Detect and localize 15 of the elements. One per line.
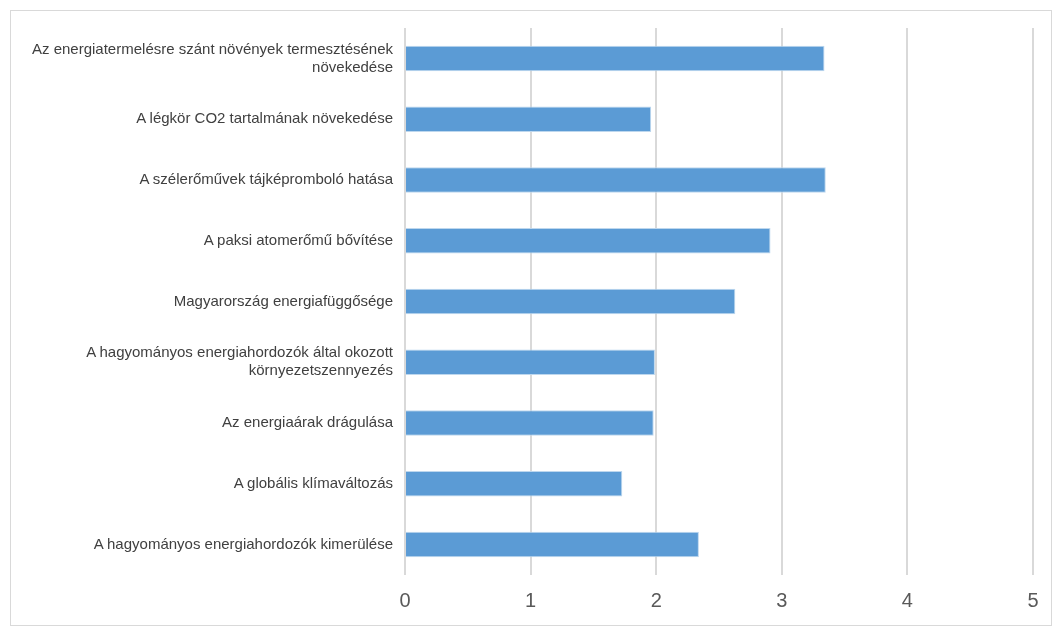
x-tick-label: 2 <box>650 588 662 611</box>
x-tick-label: 0 <box>399 588 411 611</box>
y-tick-label: Az energiatermelésre szánt növények termesztésének növekedése <box>32 39 394 75</box>
y-tick-label: Az energiaárak drágulása <box>222 413 394 431</box>
y-tick-label: A légkör CO2 tartalmának növekedése <box>136 109 394 127</box>
y-tick-label: A szélerőművek tájképromboló hatása <box>139 170 394 188</box>
y-tick-label: A hagyományos energiahordozók kimerülése <box>93 534 394 552</box>
x-tick-label: 5 <box>1027 588 1039 611</box>
y-tick-label: A paksi atomerőmű bővítése <box>203 230 394 248</box>
y-tick-label: A hagyományos energiahordozók által okozott környezetszennyezés <box>86 343 394 379</box>
x-tick-label: 1 <box>525 588 537 611</box>
y-tick-label: A globális klímaváltozás <box>233 473 394 491</box>
x-tick-label: 4 <box>901 588 913 611</box>
y-tick-label: Magyarország energiafüggősége <box>173 291 394 309</box>
x-tick-label: 3 <box>776 588 788 611</box>
